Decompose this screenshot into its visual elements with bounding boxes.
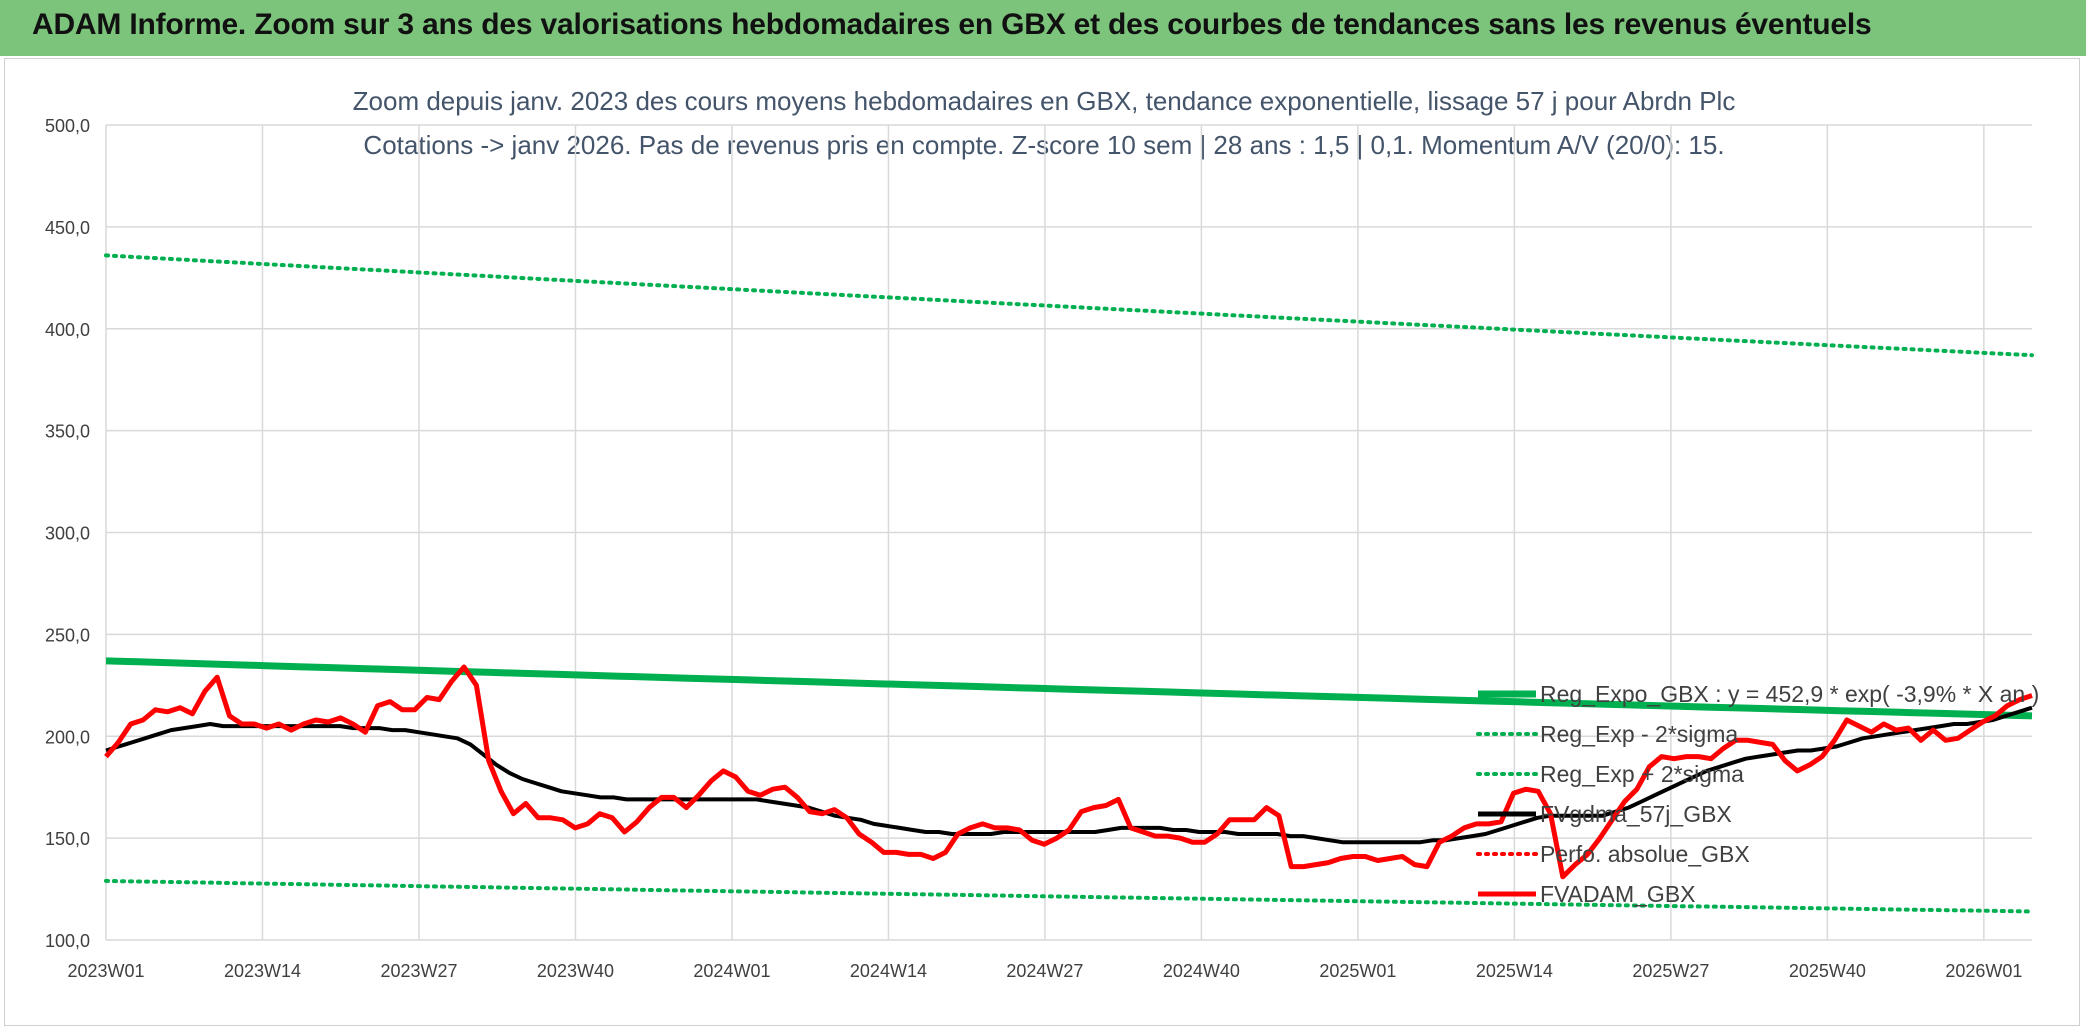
- legend-label: FVgdma_57j_GBX: [1540, 801, 1732, 827]
- legend-label: FVADAM_GBX: [1540, 881, 1696, 907]
- chart-title: Zoom depuis janv. 2023 des cours moyens …: [353, 86, 1736, 116]
- y-tick-label: 450,0: [45, 218, 90, 238]
- x-tick-label: 2025W14: [1476, 961, 1553, 981]
- report-banner: ADAM Informe. Zoom sur 3 ans des valoris…: [0, 0, 2086, 56]
- x-tick-label: 2024W01: [693, 961, 770, 981]
- x-tick-label: 2025W27: [1632, 961, 1709, 981]
- series-reg-exp-plus-2sigma: [104, 253, 2034, 358]
- y-tick-label: 100,0: [45, 931, 90, 951]
- series-fvadam: [104, 664, 2033, 880]
- report-title: ADAM Informe. Zoom sur 3 ans des valoris…: [32, 8, 1872, 41]
- x-tick-label: 2024W27: [1006, 961, 1083, 981]
- x-tick-label: 2024W40: [1163, 961, 1240, 981]
- x-tick-label: 2023W27: [380, 961, 457, 981]
- legend-label: Reg_Exp - 2*sigma: [1540, 721, 1738, 747]
- x-axis-ticks: 2023W01 2023W14 2023W27 2023W40 2024W01 2024W…: [67, 961, 2022, 981]
- y-tick-label: 300,0: [45, 524, 90, 544]
- y-tick-label: 350,0: [45, 422, 90, 442]
- legend: Reg_Expo_GBX : y = 452,9 * exp( -3,9% * …: [1476, 681, 2039, 907]
- grid-lines: [105, 124, 2032, 941]
- y-tick-label: 200,0: [45, 727, 90, 747]
- legend-label: Perfo. absolue_GBX: [1540, 841, 1750, 867]
- chart-subtitle: Cotations -> janv 2026. Pas de revenus p…: [363, 130, 1724, 160]
- series-reg-exp-minus-2sigma: [104, 878, 2034, 914]
- y-tick-label: 250,0: [45, 625, 90, 645]
- x-tick-label: 2023W40: [537, 961, 614, 981]
- x-tick-label: 2025W01: [1319, 961, 1396, 981]
- x-tick-label: 2023W14: [224, 961, 301, 981]
- y-tick-label: 150,0: [45, 829, 90, 849]
- series-lines: [104, 253, 2034, 914]
- x-tick-label: 2024W14: [850, 961, 927, 981]
- legend-label: Reg_Exp + 2*sigma: [1540, 761, 1744, 787]
- y-axis-ticks: 100,0 150,0 200,0 250,0 300,0 350,0 400,0 450,0…: [45, 116, 90, 951]
- chart-frame: [4, 58, 2080, 1026]
- x-tick-label: 2026W01: [1945, 961, 2022, 981]
- y-tick-label: 400,0: [45, 320, 90, 340]
- x-tick-label: 2023W01: [67, 961, 144, 981]
- y-tick-label: 500,0: [45, 116, 90, 136]
- x-tick-label: 2025W40: [1789, 961, 1866, 981]
- legend-label: Reg_Expo_GBX : y = 452,9 * exp( -3,9% * …: [1540, 681, 2039, 707]
- series-reg-expo: [105, 657, 2033, 720]
